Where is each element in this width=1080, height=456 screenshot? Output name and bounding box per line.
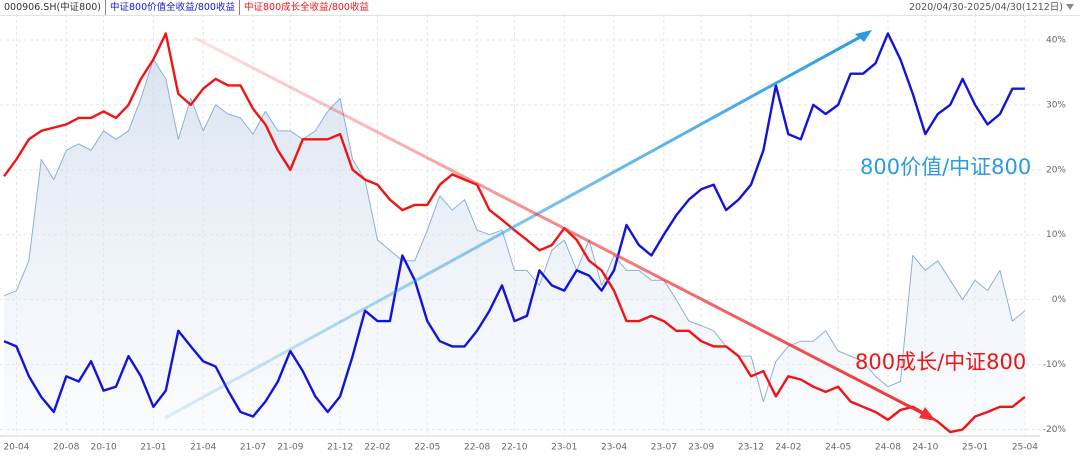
x-tick-label: 21-07 — [240, 443, 266, 453]
y-tick-label: 0% — [1052, 295, 1067, 305]
trend-arrows — [164, 30, 936, 421]
x-tick-label: 21-12 — [327, 443, 353, 453]
x-tick-label: 21-09 — [277, 443, 303, 453]
value-arrowhead — [855, 30, 872, 42]
x-tick-label: 20-08 — [53, 443, 79, 453]
y-tick-label: 20% — [1046, 165, 1066, 175]
y-tick-label: -20% — [1043, 425, 1067, 435]
growth-arrowhead — [919, 407, 936, 421]
x-tick-label: 22-08 — [464, 443, 490, 453]
y-tick-label: 30% — [1046, 100, 1066, 110]
x-tick-label: 24-02 — [775, 443, 801, 453]
value-arrow — [164, 34, 863, 420]
x-tick-label: 20-04 — [3, 443, 29, 453]
legend-item: 中证800价值全收益/800收益 — [105, 0, 239, 15]
x-tick-label: 20-10 — [91, 443, 117, 453]
x-tick-label: 21-04 — [190, 443, 216, 453]
x-tick-label: 23-07 — [651, 443, 677, 453]
x-tick-label: 23-04 — [601, 443, 627, 453]
legend-item: 中证800成长全收益/800收益 — [238, 0, 373, 15]
x-tick-label: 25-04 — [1012, 443, 1038, 453]
x-tick-label: 24-05 — [825, 443, 851, 453]
annotation: 800成长/中证800 — [855, 350, 1026, 374]
x-tick-label: 25-01 — [962, 443, 988, 453]
series-line — [3, 32, 1026, 434]
x-tick-label: 23-09 — [688, 443, 714, 453]
x-tick-label: 24-08 — [875, 443, 901, 453]
legend-item: 000906.SH(中证800) — [4, 2, 102, 13]
series-area — [4, 59, 1025, 437]
annotation: 800价值/中证800 — [860, 155, 1031, 179]
y-tick-label: -10% — [1043, 360, 1067, 370]
series-line — [3, 32, 1025, 418]
series-line — [3, 58, 1026, 403]
x-tick-label: 23-12 — [738, 443, 764, 453]
x-tick-label: 24-10 — [912, 443, 938, 453]
x-tick-label: 23-01 — [551, 443, 577, 453]
x-tick-label: 21-01 — [140, 443, 166, 453]
growth-arrow — [194, 36, 927, 417]
x-tick-label: 22-05 — [414, 443, 440, 453]
y-tick-label: 40% — [1046, 35, 1066, 45]
date-range[interactable]: 2020/04/30-2025/04/30(1212日) — [909, 0, 1074, 15]
header: 000906.SH(中证800) 中证800价值全收益/800收益 中证800成长全… — [0, 0, 1080, 16]
y-tick-label: 10% — [1046, 230, 1066, 240]
x-tick-label: 22-02 — [364, 443, 390, 453]
x-tick-label: 22-10 — [501, 443, 527, 453]
